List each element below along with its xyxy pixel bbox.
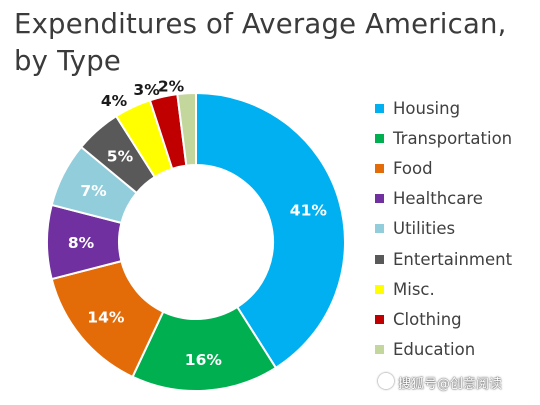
legend-item-housing: Housing [375,96,540,120]
legend-label-entertainment: Entertainment [393,249,513,269]
legend-label-education: Education [393,340,476,360]
legend-swatch-entertainment [375,254,384,264]
chart-title-line-2: by Type [14,45,122,77]
legend-item-education: Education [375,338,540,362]
legend-label-transportation: Transportation [393,128,513,148]
legend-label-utilities: Utilities [393,219,456,239]
watermark: 搜狐号@创意阅读 [398,377,503,392]
chart-title-line-1: Expenditures of Average American, [14,8,507,40]
data-label-utilities: 7% [80,182,107,200]
data-label-entertainment: 5% [107,148,134,166]
legend-swatch-misc [375,284,384,294]
data-label-clothing: 3% [133,81,160,99]
legend-swatch-housing [375,103,384,113]
legend-item-clothing: Clothing [375,307,540,331]
data-label-food: 14% [87,309,125,327]
watermark-logo-icon [378,373,394,389]
legend-label-misc: Misc. [393,279,435,299]
chart-title: Expenditures of Average American, by Typ… [14,6,534,80]
legend-label-food: Food [393,158,433,178]
legend-swatch-healthcare [375,194,384,204]
data-label-housing: 41% [290,201,328,219]
legend-swatch-clothing [375,314,384,324]
legend-label-clothing: Clothing [393,309,462,329]
legend-swatch-food [375,163,384,173]
donut-slice-housing [195,91,346,370]
legend-swatch-transportation [375,133,384,143]
legend-label-healthcare: Healthcare [393,189,483,209]
donut-slice-education [176,91,197,167]
data-label-misc: 4% [101,92,128,110]
legend-item-misc: Misc. [375,277,540,301]
legend-item-entertainment: Entertainment [375,247,540,271]
data-label-transportation: 16% [185,351,223,369]
legend-item-healthcare: Healthcare [375,187,540,211]
legend-item-food: Food [375,156,540,180]
legend-item-utilities: Utilities [375,217,540,241]
legend-item-transportation: Transportation [375,126,540,150]
legend-swatch-education [375,345,384,355]
data-label-healthcare: 8% [68,234,95,252]
legend-swatch-utilities [375,224,384,234]
legend-label-housing: Housing [393,98,461,118]
data-label-education: 2% [158,77,185,95]
